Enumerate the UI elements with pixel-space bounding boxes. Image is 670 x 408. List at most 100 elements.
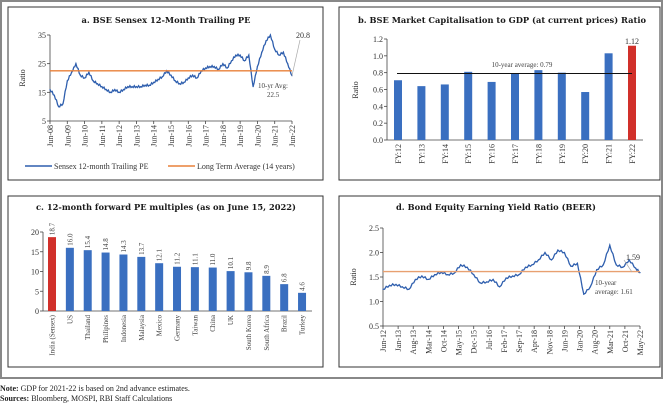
legend-label-average: Long Term Average (14 years): [197, 162, 295, 171]
y-tick-label: 1.2: [373, 35, 383, 44]
x-tick-label: Turkey: [299, 315, 307, 335]
data-point: [243, 60, 246, 62]
data-point: [204, 67, 207, 69]
data-point: [239, 54, 241, 56]
data-point: [511, 275, 514, 277]
x-tick-label: Indonesia: [120, 314, 128, 342]
data-point: [269, 34, 271, 36]
data-point: [118, 91, 120, 93]
x-tick-label: Jan-13: [394, 330, 403, 351]
data-point: [408, 288, 410, 290]
bar: [440, 84, 449, 140]
data-point: [66, 80, 68, 82]
x-tick-label: US: [66, 315, 74, 324]
last-value-label: 1.59: [626, 253, 640, 262]
x-tick-label: Jun-13: [132, 125, 141, 147]
x-tick-label: Jun-17: [202, 125, 211, 147]
data-point: [222, 63, 224, 65]
x-tick-label: May-15: [455, 330, 464, 355]
x-tick-label: Jun-21: [271, 125, 280, 147]
y-tick-label: 0.6: [373, 86, 383, 95]
y-tick-label: 5: [35, 287, 39, 296]
x-tick-label: FY:19: [558, 144, 567, 164]
x-tick-label: Jun-19: [236, 125, 245, 147]
x-tick-label: May-22: [636, 330, 645, 355]
data-label: 1.12: [625, 37, 639, 46]
x-tick-label: FY:16: [488, 144, 497, 164]
bar: [298, 292, 307, 311]
legend-label-sensex: Sensex 12-month Trailing PE: [54, 162, 149, 171]
x-tick-label: Dec-15: [470, 330, 479, 354]
data-label: 16.0: [66, 233, 74, 246]
chart-title: d. Bond Equity Earning Yield Ratio (BEER…: [396, 202, 596, 212]
data-point: [453, 272, 455, 274]
data-point: [395, 283, 397, 285]
y-tick-label: 2.5: [369, 224, 379, 233]
data-point: [179, 83, 181, 85]
y-tick-label: 0.4: [373, 102, 383, 111]
data-label: 15.4: [84, 235, 92, 248]
data-point: [148, 84, 150, 86]
x-tick-label: Oct-21: [621, 330, 630, 352]
bar: [208, 267, 217, 311]
y-tick-label: 25: [38, 60, 46, 69]
data-point: [466, 266, 468, 268]
x-tick-label: Mar-14: [424, 330, 433, 354]
data-point: [62, 103, 64, 105]
x-tick-label: FY:18: [534, 144, 543, 164]
data-point: [53, 94, 55, 96]
data-point: [473, 273, 475, 276]
data-point: [596, 269, 598, 271]
bar: [581, 92, 590, 140]
x-tick-label: Jun-09: [63, 125, 72, 147]
bar: [628, 45, 636, 140]
data-point: [434, 273, 436, 276]
y-tick-label: 5: [42, 117, 46, 126]
data-point: [157, 78, 159, 81]
data-point: [248, 54, 250, 56]
average-value-label: 22.5: [267, 91, 280, 99]
y-axis-label: Ratio: [351, 81, 360, 98]
data-point: [544, 251, 546, 254]
x-tick-label: Mexico: [156, 315, 164, 337]
bar: [48, 237, 56, 311]
note-text: GDP for 2021-22 is based on 2nd advance …: [18, 384, 190, 393]
y-axis-label: Ratio: [349, 268, 358, 285]
y-tick-label: 0.8: [373, 69, 383, 78]
y-tick-label: 2.0: [369, 249, 379, 258]
data-point: [49, 88, 51, 91]
average-label: 10-yr Avg:: [258, 82, 288, 90]
x-tick-label: Thailand: [84, 315, 92, 340]
bar: [173, 266, 182, 311]
x-tick-label: FY:17: [511, 144, 520, 164]
bar: [394, 80, 402, 140]
x-tick-label: Jun-12: [115, 125, 124, 147]
data-point: [101, 86, 103, 88]
data-point: [96, 83, 99, 85]
data-point: [414, 278, 416, 281]
bar: [262, 275, 271, 311]
data-point: [499, 286, 501, 288]
data-label: 10.1: [227, 256, 235, 269]
x-tick-label: South Korea: [245, 314, 253, 350]
x-tick-label: Jun-11: [98, 125, 107, 146]
data-point: [161, 75, 163, 78]
note-line: Note: GDP for 2021-22 is based on 2nd ad…: [0, 384, 190, 394]
x-tick-label: UK: [227, 315, 235, 325]
data-point: [278, 54, 280, 56]
data-point: [105, 88, 107, 91]
bar: [190, 267, 199, 311]
data-point: [287, 63, 289, 65]
x-tick-label: Aug-13: [409, 330, 418, 354]
x-tick-label: Jun-20: [253, 125, 262, 147]
annotation-leader: [291, 39, 301, 76]
data-point: [635, 267, 637, 269]
data-point: [518, 273, 520, 276]
data-label: 14.8: [102, 238, 110, 251]
data-label: 11.2: [174, 252, 182, 264]
data-point: [140, 86, 142, 88]
x-tick-label: FY:21: [605, 144, 614, 164]
x-tick-label: Jun-08: [46, 125, 55, 147]
data-point: [144, 84, 146, 86]
bar: [487, 81, 496, 140]
